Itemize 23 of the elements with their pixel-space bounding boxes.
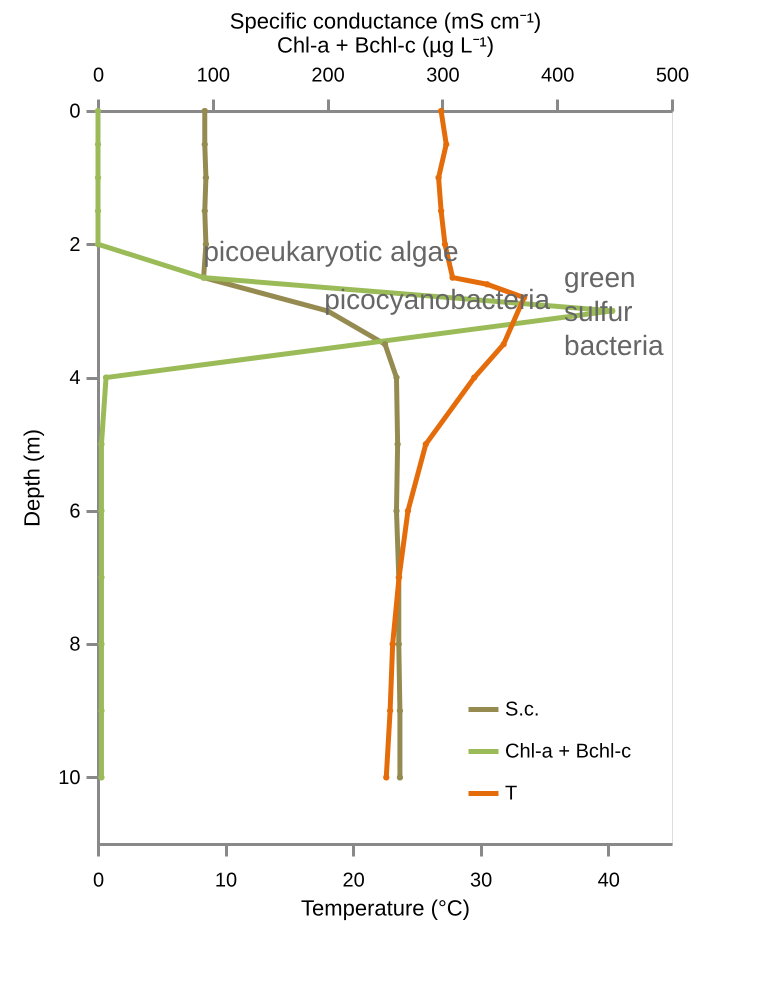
x2-tick-label: 400	[541, 64, 574, 86]
y-tick-label: 6	[69, 500, 80, 522]
x-tick-label: 0	[92, 870, 104, 892]
legend-label: Chl-a + Bchl-c	[505, 740, 632, 762]
x-tick-label: 30	[470, 870, 492, 892]
x2-tick-label: 500	[656, 64, 690, 86]
y-tick-label: 4	[69, 367, 80, 390]
legend-label: T	[505, 782, 518, 804]
y-tick-label: 10	[58, 766, 80, 789]
x2-axis-title: Specific conductance (mS cm⁻¹) Chl-a + Bchl-c (µg L⁻¹)	[230, 8, 542, 58]
x2-tick-label: 300	[426, 64, 460, 86]
x2-tick-label: 100	[196, 64, 230, 86]
x-axis-title: Temperature (°C)	[301, 896, 470, 920]
legend-label: S.c.	[505, 698, 540, 720]
y-axis-title: Depth (m)	[19, 429, 44, 527]
y-tick-label: 2	[69, 234, 80, 256]
x-tick-label: 10	[214, 870, 238, 892]
x2-tick-label: 200	[311, 64, 345, 86]
y-tick-label: 8	[69, 634, 80, 656]
x-tick-label: 20	[342, 870, 365, 892]
x2-tick-label: 0	[92, 64, 104, 86]
x-tick-label: 40	[598, 870, 620, 892]
y-tick-label: 0	[69, 100, 80, 122]
